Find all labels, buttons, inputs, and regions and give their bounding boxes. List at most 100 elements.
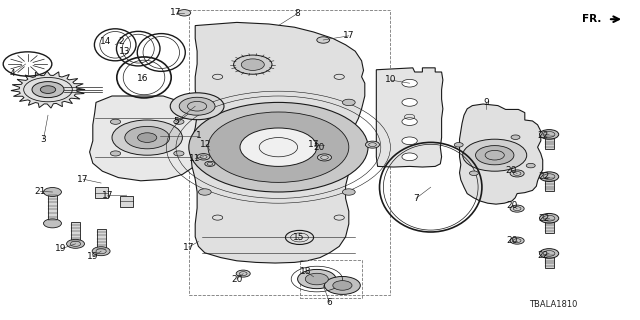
Bar xyxy=(545,250,554,268)
Bar xyxy=(48,192,57,223)
Text: 20: 20 xyxy=(313,143,324,152)
Text: 19: 19 xyxy=(87,252,99,261)
Text: 16: 16 xyxy=(137,74,148,83)
Bar xyxy=(120,196,133,207)
Text: 22: 22 xyxy=(538,172,550,181)
Text: 12: 12 xyxy=(200,140,212,149)
Circle shape xyxy=(540,130,559,139)
Circle shape xyxy=(111,119,121,124)
Text: 21: 21 xyxy=(35,187,46,196)
Bar xyxy=(300,260,362,298)
Bar xyxy=(95,187,108,198)
Text: 18: 18 xyxy=(300,267,312,276)
Circle shape xyxy=(510,237,524,244)
Circle shape xyxy=(402,118,417,125)
Circle shape xyxy=(298,269,336,289)
Circle shape xyxy=(111,151,121,156)
Circle shape xyxy=(173,151,184,156)
Bar xyxy=(545,173,554,191)
Circle shape xyxy=(324,276,360,294)
Text: 10: 10 xyxy=(385,76,396,84)
Bar xyxy=(545,215,554,233)
Polygon shape xyxy=(90,96,214,181)
Circle shape xyxy=(197,154,210,160)
Circle shape xyxy=(234,55,272,74)
Circle shape xyxy=(236,270,250,277)
Text: 22: 22 xyxy=(537,251,548,260)
Circle shape xyxy=(179,97,215,115)
Text: 9: 9 xyxy=(484,98,489,107)
Circle shape xyxy=(198,99,211,106)
Text: 20: 20 xyxy=(506,236,518,245)
Circle shape xyxy=(526,163,535,168)
Text: 17: 17 xyxy=(170,8,182,17)
Text: 20: 20 xyxy=(231,275,243,284)
Circle shape xyxy=(92,247,110,256)
Circle shape xyxy=(317,37,330,43)
Circle shape xyxy=(511,135,520,140)
Text: 17: 17 xyxy=(77,175,89,184)
Bar xyxy=(71,222,80,244)
Circle shape xyxy=(402,99,417,106)
Circle shape xyxy=(342,189,355,195)
Text: 5: 5 xyxy=(173,117,179,126)
Circle shape xyxy=(469,171,479,175)
Circle shape xyxy=(476,146,514,165)
Circle shape xyxy=(365,141,380,148)
Circle shape xyxy=(305,273,328,285)
Text: 7: 7 xyxy=(413,194,419,203)
Text: 17: 17 xyxy=(102,191,113,200)
Circle shape xyxy=(402,137,417,145)
Polygon shape xyxy=(460,104,543,204)
Circle shape xyxy=(44,219,61,228)
Circle shape xyxy=(205,161,215,166)
Circle shape xyxy=(342,99,355,106)
Text: 8: 8 xyxy=(295,9,300,18)
Text: 22: 22 xyxy=(538,214,550,223)
Circle shape xyxy=(138,133,157,142)
Circle shape xyxy=(463,139,527,171)
Text: 17: 17 xyxy=(183,243,195,252)
Text: 22: 22 xyxy=(537,131,548,140)
Text: 6: 6 xyxy=(327,298,332,307)
Circle shape xyxy=(67,239,84,248)
Circle shape xyxy=(173,119,184,124)
Circle shape xyxy=(333,281,352,290)
Circle shape xyxy=(540,172,559,181)
Text: 4: 4 xyxy=(10,69,15,78)
Circle shape xyxy=(240,128,317,166)
Circle shape xyxy=(317,154,332,161)
Circle shape xyxy=(208,112,349,182)
Circle shape xyxy=(402,153,417,161)
Text: 20: 20 xyxy=(505,166,516,175)
Circle shape xyxy=(454,143,463,147)
Text: 19: 19 xyxy=(55,244,67,253)
Circle shape xyxy=(510,170,524,177)
Circle shape xyxy=(170,93,224,120)
Polygon shape xyxy=(376,68,443,167)
Polygon shape xyxy=(191,22,365,263)
Text: FR.: FR. xyxy=(582,14,602,24)
Text: 2: 2 xyxy=(119,37,124,46)
Circle shape xyxy=(44,188,61,196)
Circle shape xyxy=(125,126,170,149)
Polygon shape xyxy=(11,71,85,108)
Text: 17: 17 xyxy=(343,31,355,40)
Bar xyxy=(97,229,106,251)
Circle shape xyxy=(510,205,524,212)
Text: 1: 1 xyxy=(196,132,201,140)
Circle shape xyxy=(540,249,559,258)
Circle shape xyxy=(540,213,559,223)
Text: 13: 13 xyxy=(119,47,131,56)
Circle shape xyxy=(402,79,417,87)
Circle shape xyxy=(112,120,182,155)
Circle shape xyxy=(178,10,191,16)
Bar xyxy=(189,10,390,295)
Circle shape xyxy=(40,86,56,93)
Text: 3: 3 xyxy=(41,135,46,144)
Circle shape xyxy=(241,59,264,70)
Text: 17: 17 xyxy=(308,140,319,149)
Text: 15: 15 xyxy=(292,233,304,242)
Text: 14: 14 xyxy=(100,37,111,46)
Bar xyxy=(545,131,554,149)
